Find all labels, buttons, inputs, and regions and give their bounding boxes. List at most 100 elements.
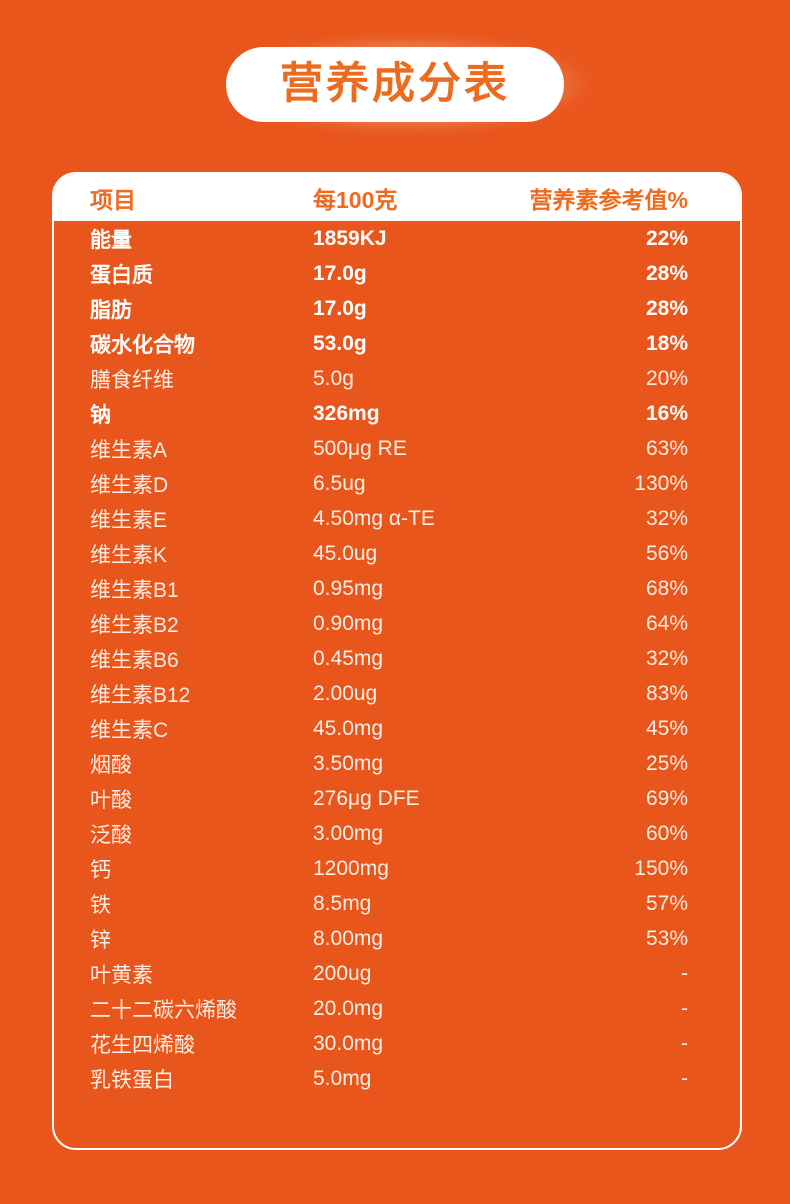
nutrient-nrv-percent: 32% [645, 506, 688, 530]
nutrient-nrv-percent: 28% [645, 296, 688, 320]
table-row: 钠 326mg 16% [54, 396, 740, 431]
title-badge: 营养成分表 [226, 46, 564, 122]
nutrient-name: 钠 [90, 403, 111, 427]
nutrient-nrv-percent: 64% [645, 611, 688, 635]
nutrient-name: 脂肪 [90, 298, 132, 322]
nutrient-nrv-percent: 22% [645, 226, 688, 250]
table-row: 花生四烯酸 30.0mg - [54, 1026, 740, 1061]
nutrient-nrv-percent: 16% [645, 401, 688, 425]
nutrient-amount: 30.0mg [313, 1031, 384, 1055]
nutrient-name: 维生素B1 [90, 578, 179, 602]
nutrient-name: 维生素C [90, 718, 169, 742]
table-row: 脂肪 17.0g 28% [54, 291, 740, 326]
page-title: 营养成分表 [280, 59, 510, 108]
nutrient-nrv-percent: 57% [645, 891, 688, 915]
table-row: 维生素B12 2.00ug 83% [54, 676, 740, 711]
nutrient-amount: 17.0g [313, 296, 367, 320]
nutrient-amount: 276μg DFE [313, 786, 420, 810]
table-row: 能量 1859KJ 22% [54, 221, 740, 256]
nutrient-amount: 8.5mg [313, 891, 372, 915]
nutrient-name: 膳食纤维 [90, 368, 174, 392]
nutrient-name: 碳水化合物 [90, 333, 195, 357]
nutrient-nrv-percent: 45% [645, 716, 688, 740]
nutrient-nrv-percent: - [681, 961, 688, 985]
table-row: 铁 8.5mg 57% [54, 886, 740, 921]
nutrient-name: 维生素B6 [90, 648, 179, 672]
table-row: 烟酸 3.50mg 25% [54, 746, 740, 781]
nutrient-amount: 0.95mg [313, 576, 384, 600]
nutrient-amount: 0.45mg [313, 646, 384, 670]
column-header-per100g: 每100克 [313, 186, 398, 213]
nutrient-name: 烟酸 [90, 753, 132, 777]
nutrient-name: 铁 [90, 893, 111, 917]
nutrient-amount: 5.0g [313, 366, 354, 390]
nutrient-nrv-percent: 18% [645, 331, 688, 355]
nutrient-nrv-percent: 68% [645, 576, 688, 600]
nutrient-name: 维生素E [90, 508, 168, 532]
nutrient-nrv-percent: 28% [645, 261, 688, 285]
nutrient-name: 维生素B12 [90, 683, 191, 707]
table-row: 维生素B1 0.95mg 68% [54, 571, 740, 606]
nutrient-name: 钙 [90, 858, 111, 882]
column-header-nrv: 营养素参考值% [529, 186, 688, 213]
nutrient-name: 叶黄素 [90, 963, 153, 987]
nutrient-nrv-percent: 83% [645, 681, 688, 705]
table-row: 钙 1200mg 150% [54, 851, 740, 886]
table-row: 维生素D 6.5ug 130% [54, 466, 740, 501]
nutrient-name: 花生四烯酸 [90, 1033, 195, 1057]
table-row: 膳食纤维 5.0g 20% [54, 361, 740, 396]
table-row: 维生素B6 0.45mg 32% [54, 641, 740, 676]
nutrient-nrv-percent: 56% [645, 541, 688, 565]
table-row: 蛋白质 17.0g 28% [54, 256, 740, 291]
nutrient-nrv-percent: 25% [645, 751, 688, 775]
nutrient-name: 乳铁蛋白 [90, 1068, 174, 1092]
nutrient-amount: 500μg RE [313, 436, 407, 460]
nutrient-name: 维生素B2 [90, 613, 179, 637]
nutrient-nrv-percent: 63% [645, 436, 688, 460]
nutrient-amount: 8.00mg [313, 926, 384, 950]
nutrient-amount: 45.0ug [313, 541, 378, 565]
nutrient-name: 二十二碳六烯酸 [90, 998, 237, 1022]
nutrient-name: 泛酸 [90, 823, 132, 847]
nutrient-amount: 3.00mg [313, 821, 384, 845]
nutrient-name: 能量 [90, 228, 132, 252]
table-row: 叶酸 276μg DFE 69% [54, 781, 740, 816]
nutrient-name: 锌 [90, 928, 111, 952]
table-header-row: 项目 每100克 营养素参考值% [54, 174, 740, 221]
nutrient-name: 维生素A [90, 438, 168, 462]
nutrition-facts-table: 项目 每100克 营养素参考值% 能量 1859KJ 22% 蛋白质 17.0g 28% 脂… [52, 172, 742, 1150]
title-banner: 营养成分表 [0, 36, 790, 132]
nutrient-nrv-percent: 69% [645, 786, 688, 810]
nutrient-name: 维生素D [90, 473, 169, 497]
nutrient-nrv-percent: 60% [645, 821, 688, 845]
nutrient-amount: 326mg [313, 401, 380, 425]
nutrient-amount: 17.0g [313, 261, 367, 285]
table-row: 乳铁蛋白 5.0mg - [54, 1061, 740, 1096]
table-row: 锌 8.00mg 53% [54, 921, 740, 956]
nutrient-amount: 5.0mg [313, 1066, 372, 1090]
table-row: 碳水化合物 53.0g 18% [54, 326, 740, 361]
nutrient-nrv-percent: - [681, 1066, 688, 1090]
table-body: 能量 1859KJ 22% 蛋白质 17.0g 28% 脂肪 17.0g 28% 碳水化合物 53.… [54, 221, 740, 1096]
table-row: 叶黄素 200ug - [54, 956, 740, 991]
nutrient-name: 维生素K [90, 543, 168, 567]
nutrient-nrv-percent: 130% [634, 471, 688, 495]
column-header-item: 项目 [90, 186, 136, 213]
nutrient-amount: 4.50mg α-TE [313, 506, 435, 530]
table-row: 泛酸 3.00mg 60% [54, 816, 740, 851]
table-row: 二十二碳六烯酸 20.0mg - [54, 991, 740, 1026]
table-row: 维生素E 4.50mg α-TE 32% [54, 501, 740, 536]
nutrient-nrv-percent: 32% [645, 646, 688, 670]
nutrient-amount: 6.5ug [313, 471, 366, 495]
nutrient-nrv-percent: - [681, 996, 688, 1020]
nutrient-nrv-percent: 20% [645, 366, 688, 390]
nutrient-amount: 1200mg [313, 856, 389, 880]
nutrient-amount: 20.0mg [313, 996, 384, 1020]
nutrient-name: 蛋白质 [90, 263, 153, 287]
table-row: 维生素B2 0.90mg 64% [54, 606, 740, 641]
nutrient-name: 叶酸 [90, 788, 132, 812]
nutrient-amount: 200ug [313, 961, 372, 985]
table-row: 维生素K 45.0ug 56% [54, 536, 740, 571]
nutrient-nrv-percent: 150% [634, 856, 688, 880]
nutrient-amount: 3.50mg [313, 751, 384, 775]
